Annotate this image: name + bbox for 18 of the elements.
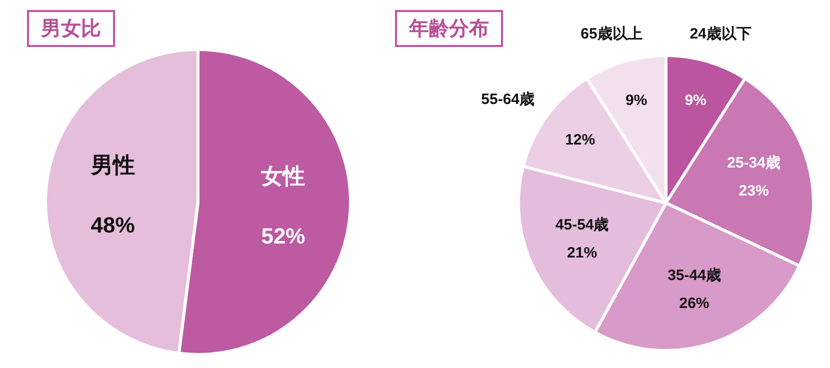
slice-label: 女性 xyxy=(260,163,306,188)
slice-label: 24歳以下 xyxy=(690,26,752,43)
slice-label: 男性 xyxy=(90,152,135,178)
data-label: 52% xyxy=(261,223,306,248)
slice-label: 55-64歳 xyxy=(481,90,535,108)
data-label: 26% xyxy=(679,295,710,312)
slice-label: 25-34歳 xyxy=(727,154,781,172)
slice-label: 65歳以上 xyxy=(580,26,642,43)
data-label: 9% xyxy=(626,92,648,110)
data-label: 23% xyxy=(738,182,769,200)
chart-title: 年齢分布 xyxy=(395,10,503,47)
data-label: 21% xyxy=(567,244,598,262)
slice-label: 35-44歳 xyxy=(668,267,721,284)
data-label: 9% xyxy=(684,92,706,110)
slice-label: 45-54歳 xyxy=(555,216,609,234)
chart-title: 男女比 xyxy=(27,10,115,47)
data-label: 48% xyxy=(90,212,135,238)
data-label: 12% xyxy=(565,132,596,149)
